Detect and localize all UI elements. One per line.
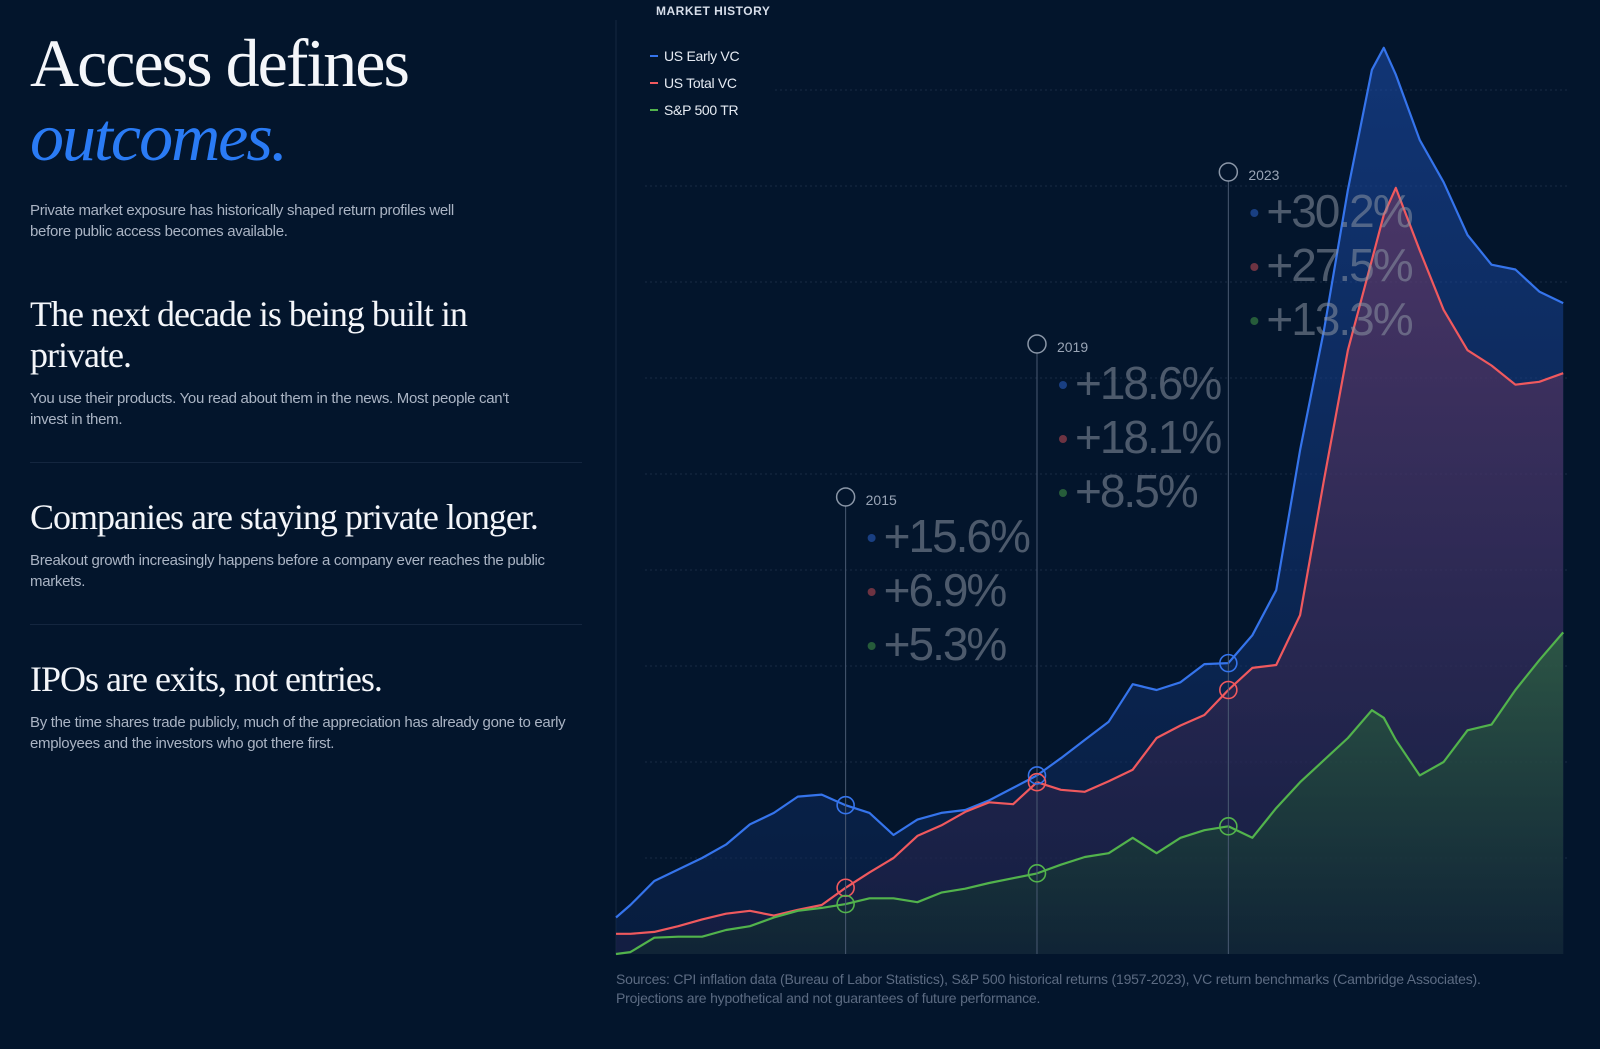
chart-title: MARKET HISTORY xyxy=(656,4,770,18)
annotation-dot xyxy=(867,588,876,596)
legend-label: S&P 500 TR xyxy=(664,102,738,118)
section-body: Breakout growth increasingly happens bef… xyxy=(30,552,545,590)
source-line: Sources: CPI inflation data (Bureau of L… xyxy=(616,971,1481,987)
left-column: Access defines outcomes. Private market … xyxy=(30,26,590,754)
legend-label: US Early VC xyxy=(664,48,739,64)
section-heading: IPOs are exits, not entries. xyxy=(30,659,383,699)
section: Companies are staying private longer. Br… xyxy=(30,497,590,592)
annotation-dot xyxy=(1250,263,1259,271)
annotation-year: 2019 xyxy=(1057,339,1088,355)
section: IPOs are exits, not entries. By the time… xyxy=(30,659,590,754)
annotation-dot xyxy=(1250,209,1259,217)
section-body: You use their products. You read about t… xyxy=(30,390,509,428)
point-marker xyxy=(1027,864,1047,883)
point-marker xyxy=(1219,653,1238,673)
annotation-value: +27.5% xyxy=(1266,239,1412,291)
source-line: Projections are hypothetical and not gua… xyxy=(616,990,1041,1006)
annotation-dot xyxy=(1058,381,1067,389)
point-marker xyxy=(1219,817,1238,836)
annotation-pin xyxy=(835,487,856,507)
annotation-value: +18.1% xyxy=(1075,411,1221,463)
annotation-dot xyxy=(867,534,876,542)
annotation-year: 2015 xyxy=(866,492,897,508)
annotation-value: +8.5% xyxy=(1075,465,1198,517)
divider xyxy=(30,624,582,625)
intro: Private market exposure has historically… xyxy=(30,202,454,240)
point-marker xyxy=(1027,772,1047,792)
area xyxy=(616,632,1564,954)
annotation-dot xyxy=(1058,489,1067,497)
section-heading: Companies are staying private longer. xyxy=(30,497,539,537)
section: The next decade is being built in privat… xyxy=(30,294,530,430)
annotation-value: +13.3% xyxy=(1266,293,1412,345)
line xyxy=(616,186,1564,935)
line xyxy=(615,631,1565,956)
annotation-year: 2023 xyxy=(1248,167,1279,183)
headline: Access defines xyxy=(30,25,410,101)
legend-label: US Total VC xyxy=(664,75,737,91)
line xyxy=(615,46,1564,919)
section-body: By the time shares trade publicly, much … xyxy=(30,714,566,752)
annotation-value: +6.9% xyxy=(884,564,1007,616)
annotation-dot xyxy=(1250,317,1259,325)
annotation-dot xyxy=(1058,435,1067,443)
sources: Sources: CPI inflation data (Bureau of L… xyxy=(616,970,1481,1008)
annotation-pin xyxy=(1027,334,1047,354)
divider xyxy=(30,462,582,463)
annotation-value: +5.3% xyxy=(884,618,1007,670)
headline-accent: outcomes. xyxy=(30,99,288,175)
section-heading: The next decade is being built in privat… xyxy=(30,294,468,375)
annotation-dot xyxy=(867,642,876,650)
point-marker xyxy=(836,795,855,815)
annotation-pin xyxy=(1218,162,1239,182)
annotation-value: +15.6% xyxy=(884,510,1030,562)
point-marker xyxy=(1027,766,1047,785)
point-marker xyxy=(836,894,855,914)
annotation-value: +18.6% xyxy=(1075,357,1221,409)
point-marker xyxy=(1219,680,1238,700)
annotation-value: +30.2% xyxy=(1266,185,1412,237)
